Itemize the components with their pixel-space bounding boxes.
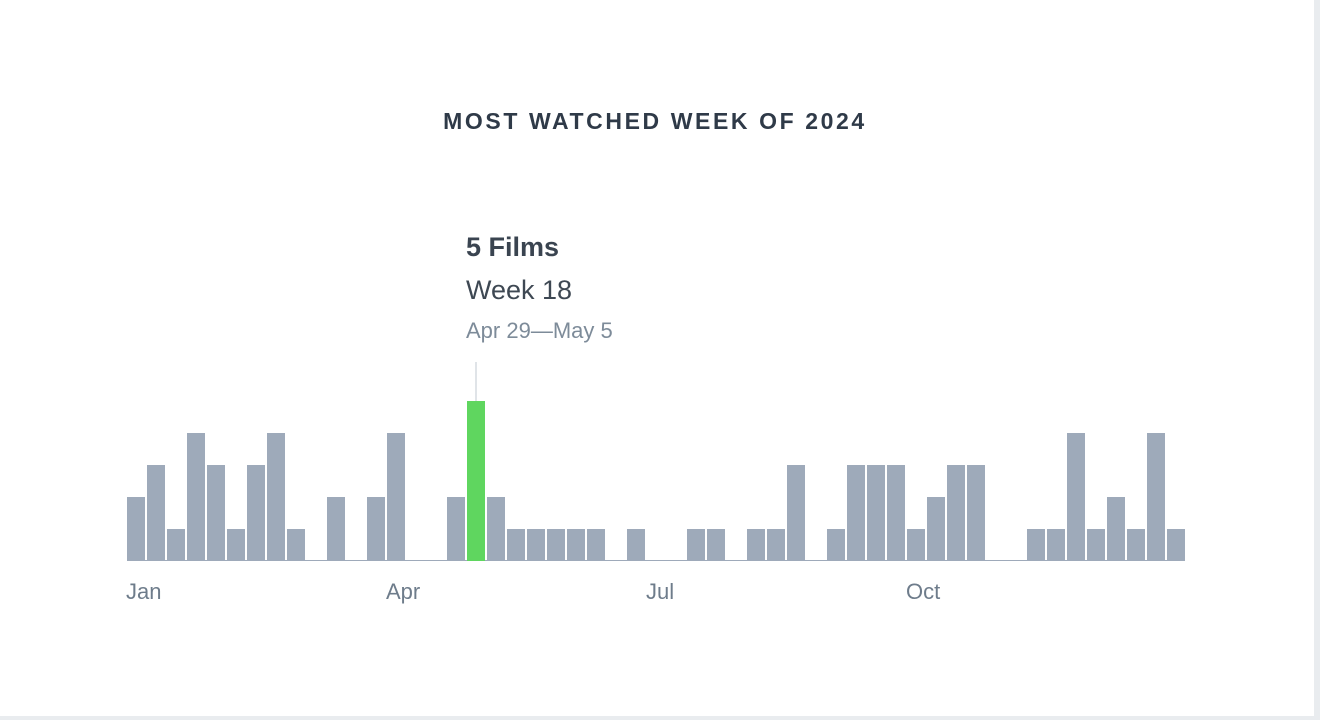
x-tick-label-apr: Apr <box>386 579 420 604</box>
bar-week-5[interactable] <box>207 465 225 561</box>
bar-week-23[interactable] <box>567 529 585 561</box>
bar-week-26[interactable] <box>627 529 645 561</box>
bar-week-52[interactable] <box>1147 433 1165 561</box>
chart-title: MOST WATCHED WEEK OF 2024 <box>443 108 867 134</box>
bar-week-40[interactable] <box>907 529 925 561</box>
tooltip-film-count: 5 Films <box>466 232 560 262</box>
bar-week-36[interactable] <box>827 529 845 561</box>
tooltip-week: Week 18 <box>466 275 573 305</box>
bar-week-33[interactable] <box>767 529 785 561</box>
bar-week-46[interactable] <box>1027 529 1045 561</box>
tooltip-date-range: Apr 29—May 5 <box>466 318 613 343</box>
bar-week-39[interactable] <box>887 465 905 561</box>
bar-week-24[interactable] <box>587 529 605 561</box>
bar-week-32[interactable] <box>747 529 765 561</box>
bar-week-2[interactable] <box>147 465 165 561</box>
bar-week-6[interactable] <box>227 529 245 561</box>
bar-week-37[interactable] <box>847 465 865 561</box>
bar-week-18-highlighted[interactable] <box>467 401 485 561</box>
bar-week-38[interactable] <box>867 465 885 561</box>
bar-week-30[interactable] <box>707 529 725 561</box>
bar-week-13[interactable] <box>367 497 385 561</box>
bar-week-9[interactable] <box>287 529 305 561</box>
x-tick-label-jan: Jan <box>126 579 161 604</box>
bar-week-34[interactable] <box>787 465 805 561</box>
bar-week-42[interactable] <box>947 465 965 561</box>
bar-week-19[interactable] <box>487 497 505 561</box>
bar-week-50[interactable] <box>1107 497 1125 561</box>
x-tick-label-jul: Jul <box>646 579 674 604</box>
bar-week-22[interactable] <box>547 529 565 561</box>
bar-week-53[interactable] <box>1167 529 1185 561</box>
bar-week-20[interactable] <box>507 529 525 561</box>
bar-week-17[interactable] <box>447 497 465 561</box>
bar-week-51[interactable] <box>1127 529 1145 561</box>
bar-week-21[interactable] <box>527 529 545 561</box>
bar-week-14[interactable] <box>387 433 405 561</box>
bar-week-49[interactable] <box>1087 529 1105 561</box>
x-tick-label-oct: Oct <box>906 579 940 604</box>
bar-week-29[interactable] <box>687 529 705 561</box>
bar-week-4[interactable] <box>187 433 205 561</box>
bar-week-7[interactable] <box>247 465 265 561</box>
bar-week-41[interactable] <box>927 497 945 561</box>
bar-week-47[interactable] <box>1047 529 1065 561</box>
bar-week-1[interactable] <box>127 497 145 561</box>
bar-week-8[interactable] <box>267 433 285 561</box>
bar-week-48[interactable] <box>1067 433 1085 561</box>
bar-week-43[interactable] <box>967 465 985 561</box>
bar-week-3[interactable] <box>167 529 185 561</box>
bar-week-11[interactable] <box>327 497 345 561</box>
